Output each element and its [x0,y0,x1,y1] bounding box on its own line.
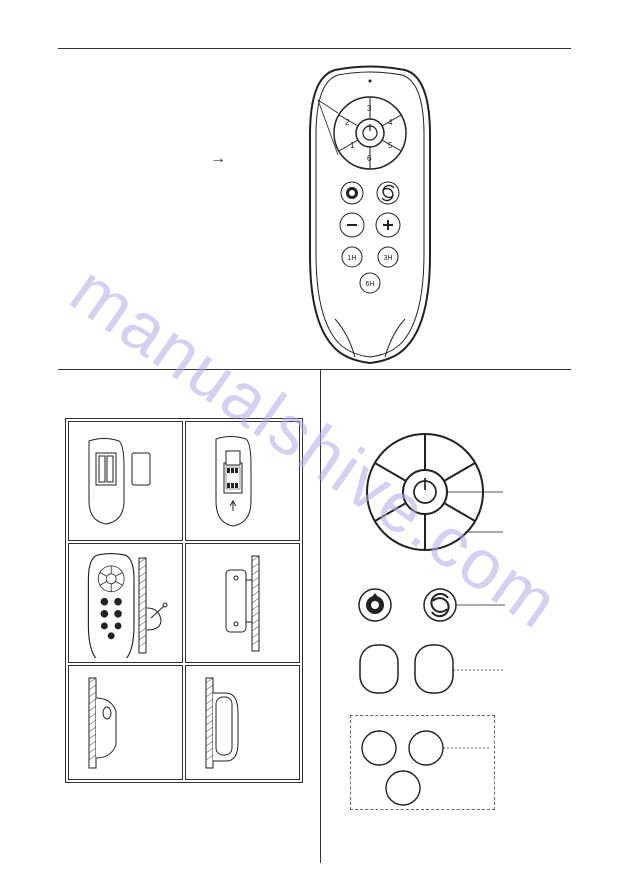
divider-top [58,48,571,49]
divider-vertical [320,369,321,863]
timer-3h-label: 3H [384,255,393,262]
speed-6-label: 6 [367,154,372,163]
divider-mid [58,369,571,370]
speed-2-label: 2 [345,118,350,127]
install-cell-4 [185,543,300,663]
icons-row-figure [355,585,555,625]
speed-4-label: 4 [388,118,393,127]
install-cell-6 [185,665,300,780]
speed-wheel-figure [355,420,525,570]
install-cell-2 [185,421,300,541]
timer-1h-label: 1H [348,255,357,262]
arrow-icon: → [210,150,226,168]
dimmer-row-figure [355,640,555,700]
install-grid [65,418,303,783]
remote-figure-top: 1 2 3 4 5 6 1H 3H [280,65,460,365]
speed-5-label: 5 [388,141,393,150]
install-cell-3 [68,543,183,663]
speed-1-label: 1 [350,141,355,150]
timer-6h-label: 6H [366,281,375,288]
install-cell-1 [68,421,183,541]
timer-group-figure [350,715,495,810]
install-cell-5 [68,665,183,780]
speed-3-label: 3 [367,104,372,113]
